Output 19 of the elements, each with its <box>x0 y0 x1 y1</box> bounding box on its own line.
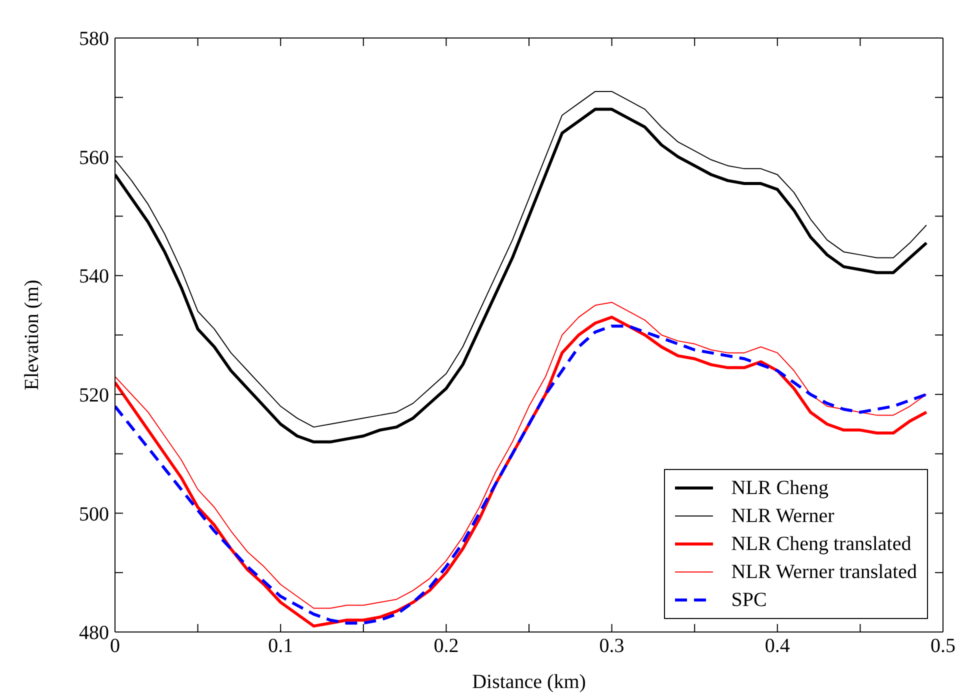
y-tick-label: 480 <box>79 622 109 644</box>
x-tick-label: 0.5 <box>930 635 956 658</box>
y-tick-label: 520 <box>79 384 109 406</box>
legend-label: NLR Cheng <box>731 476 828 501</box>
y-tick-label: 500 <box>79 503 109 526</box>
y-axis-title: Elevation (m) <box>21 280 44 390</box>
x-tick-label: 0.2 <box>434 635 459 658</box>
y-tick-label: 560 <box>79 146 109 169</box>
y-tick-label: 540 <box>79 266 109 288</box>
x-tick-label: 0.3 <box>599 635 624 658</box>
legend-label: NLR Cheng translated <box>731 532 912 557</box>
legend-label: NLR Werner <box>731 504 834 529</box>
x-axis-title: Distance (km) <box>472 671 586 693</box>
x-tick-label: 0.4 <box>764 635 790 658</box>
x-tick-label: 0.1 <box>268 635 294 658</box>
legend-label: NLR Werner translated <box>731 560 917 585</box>
y-tick-label: 580 <box>79 28 109 50</box>
legend-label: SPC <box>731 588 767 613</box>
x-tick-label: 0 <box>110 635 120 658</box>
